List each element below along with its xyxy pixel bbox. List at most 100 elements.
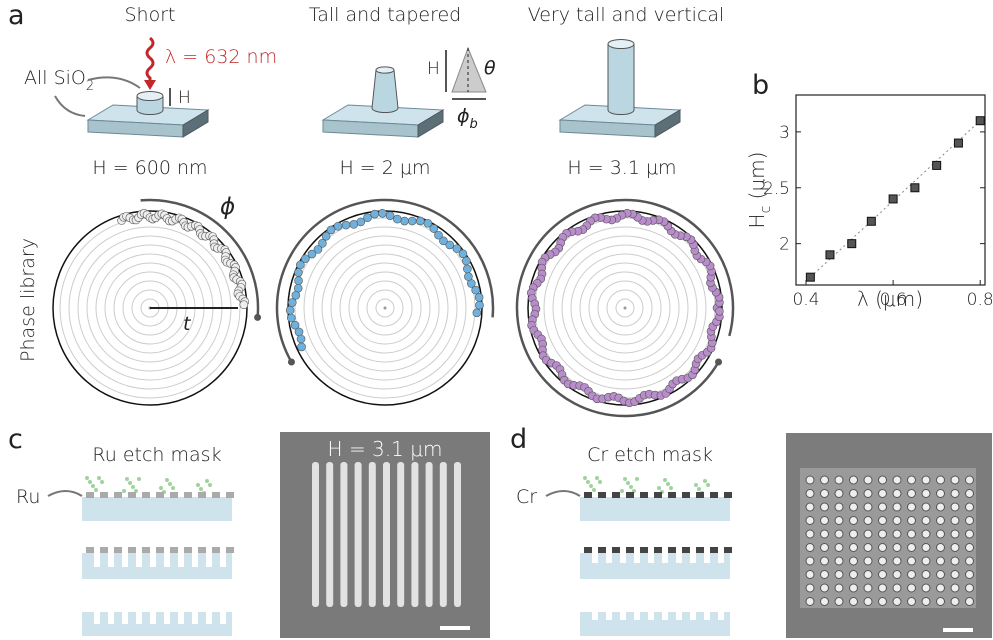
- etch-particle: [657, 486, 661, 490]
- sem-dot: [864, 530, 872, 538]
- sem-dot: [908, 503, 916, 511]
- sem-pillar: [411, 462, 418, 607]
- mask: [226, 492, 234, 498]
- phase-dot: [386, 212, 394, 220]
- pointer: [48, 491, 82, 496]
- y-tick-label: 2: [779, 235, 790, 255]
- sem-dot: [951, 517, 959, 525]
- notch: [648, 553, 654, 563]
- phase-dot: [473, 309, 481, 317]
- phi-b: ϕb: [457, 105, 478, 132]
- point: [848, 240, 856, 248]
- etch-particle: [97, 476, 101, 480]
- mask: [100, 492, 108, 498]
- panel-title: Cr etch mask: [587, 444, 713, 466]
- notch: [178, 612, 184, 624]
- notch: [718, 553, 724, 563]
- sem-dot: [850, 544, 858, 552]
- etch-particle: [663, 478, 667, 482]
- material-label: Cr: [516, 486, 537, 508]
- sem-dot: [908, 544, 916, 552]
- mask: [584, 547, 592, 553]
- mask: [654, 547, 662, 553]
- sem-dot: [937, 598, 945, 606]
- notch: [676, 553, 682, 563]
- panel-label: c: [8, 424, 23, 455]
- mask: [114, 547, 122, 553]
- notch: [150, 553, 156, 567]
- sem-dot: [806, 557, 814, 565]
- sem-dot: [879, 544, 887, 552]
- mask: [598, 547, 606, 553]
- sem-dot: [937, 571, 945, 579]
- notch: [662, 612, 668, 620]
- sem-dot: [908, 571, 916, 579]
- notch: [676, 612, 682, 620]
- sem-pillar: [355, 462, 362, 607]
- pillar: [608, 44, 634, 115]
- etch-particle: [125, 477, 129, 481]
- arrow-tip: [715, 359, 722, 366]
- notch: [220, 553, 226, 567]
- height-label: H = 3.1 μm: [567, 157, 676, 179]
- mask: [696, 492, 704, 498]
- phase-dot: [292, 291, 300, 299]
- sem-dot: [937, 544, 945, 552]
- arrow-tip: [254, 314, 261, 321]
- y-tick-label: 2.5: [763, 179, 790, 199]
- t: t: [183, 313, 192, 335]
- phase-dot: [453, 245, 461, 253]
- etch-particle: [666, 482, 670, 486]
- sem-dot: [951, 544, 959, 552]
- phase-dot: [298, 343, 306, 351]
- sem-dot: [835, 503, 843, 511]
- notch: [606, 612, 612, 620]
- panel-label: b: [752, 70, 769, 101]
- sem-pillar: [369, 462, 376, 607]
- mask: [142, 547, 150, 553]
- mask: [198, 547, 206, 553]
- mask: [626, 547, 634, 553]
- sem-dot: [806, 544, 814, 552]
- etch-particle: [620, 489, 624, 493]
- notch: [108, 612, 114, 624]
- mask: [682, 492, 690, 498]
- etch-particle: [583, 476, 587, 480]
- height-symbol: H: [178, 88, 191, 108]
- phase-dot: [475, 293, 483, 301]
- sem-pillar: [312, 462, 319, 607]
- sem-dot: [893, 476, 901, 484]
- phase-dot: [715, 307, 723, 315]
- y-label-text: H: [745, 213, 769, 228]
- point: [806, 273, 814, 281]
- sem-dot: [879, 490, 887, 498]
- sem-dot: [951, 584, 959, 592]
- mask: [170, 492, 178, 498]
- notch: [704, 612, 710, 620]
- sem-dot: [893, 517, 901, 525]
- sem-dot: [821, 584, 829, 592]
- phase-dot: [286, 306, 294, 314]
- mask: [184, 492, 192, 498]
- mask: [584, 492, 592, 498]
- sem-dot: [893, 544, 901, 552]
- etch-particle: [128, 481, 132, 485]
- phase-dot: [400, 217, 408, 225]
- sem-dot: [937, 490, 945, 498]
- sem-dot: [864, 490, 872, 498]
- notch: [592, 553, 598, 563]
- sem-dot: [937, 517, 945, 525]
- sem-pillar: [326, 462, 333, 607]
- scale-bar: [943, 628, 973, 632]
- notch: [108, 553, 114, 567]
- origin: [624, 307, 627, 310]
- sem-dot: [806, 490, 814, 498]
- sem-dot: [835, 490, 843, 498]
- etch-particle: [94, 488, 98, 492]
- notch: [206, 612, 212, 624]
- etch-particle: [100, 480, 104, 484]
- sem-dot: [966, 557, 974, 565]
- sem-dot: [966, 476, 974, 484]
- mask: [86, 492, 94, 498]
- sem-dot: [922, 544, 930, 552]
